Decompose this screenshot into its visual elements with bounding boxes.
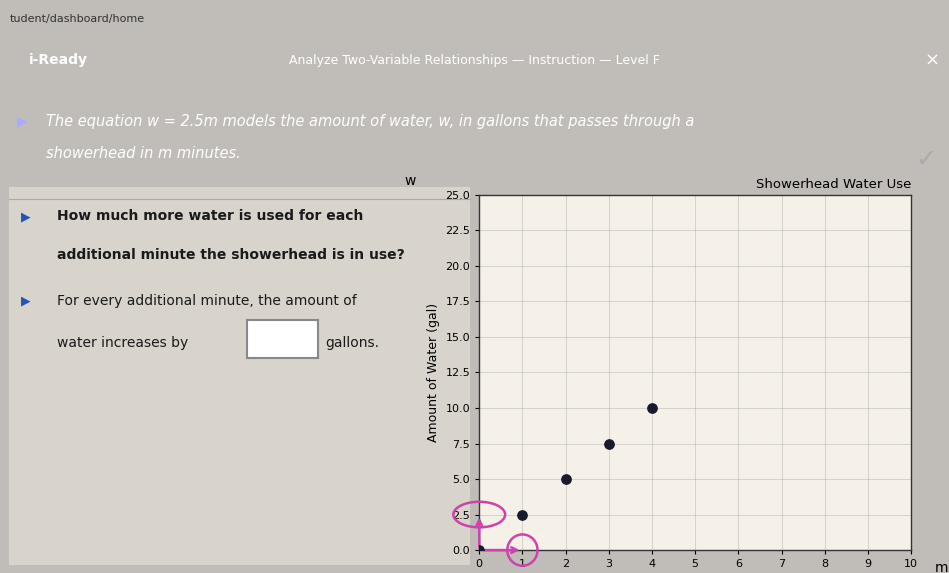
Text: ▶: ▶ <box>21 211 30 223</box>
FancyBboxPatch shape <box>9 187 470 565</box>
Text: Analyze Two-Variable Relationships — Instruction — Level F: Analyze Two-Variable Relationships — Ins… <box>289 54 660 67</box>
Point <box>644 403 660 413</box>
Text: ▶: ▶ <box>17 115 28 128</box>
Text: How much more water is used for each: How much more water is used for each <box>57 209 363 223</box>
FancyBboxPatch shape <box>247 320 318 358</box>
Y-axis label: Amount of Water (gal): Amount of Water (gal) <box>427 303 439 442</box>
Text: ×: × <box>924 52 940 69</box>
Point <box>558 474 573 484</box>
Point <box>514 510 530 519</box>
Text: w: w <box>404 174 416 188</box>
Text: For every additional minute, the amount of: For every additional minute, the amount … <box>57 295 357 308</box>
Text: ✓: ✓ <box>915 147 936 171</box>
Text: Showerhead Water Use: Showerhead Water Use <box>755 178 911 191</box>
Text: ?: ? <box>279 331 287 346</box>
Point <box>602 439 617 448</box>
Text: tudent/dashboard/home: tudent/dashboard/home <box>9 14 144 23</box>
Text: showerhead in m minutes.: showerhead in m minutes. <box>46 146 240 161</box>
Text: m: m <box>935 561 948 573</box>
Text: The equation w = 2.5m models the amount of water, w, in gallons that passes thro: The equation w = 2.5m models the amount … <box>46 114 694 129</box>
Text: water increases by: water increases by <box>57 336 188 350</box>
Text: i-Ready: i-Ready <box>28 53 87 68</box>
Text: additional minute the showerhead is in use?: additional minute the showerhead is in u… <box>57 249 404 262</box>
Text: ▶: ▶ <box>21 295 30 307</box>
Text: gallons.: gallons. <box>326 336 380 350</box>
Point <box>472 545 487 555</box>
